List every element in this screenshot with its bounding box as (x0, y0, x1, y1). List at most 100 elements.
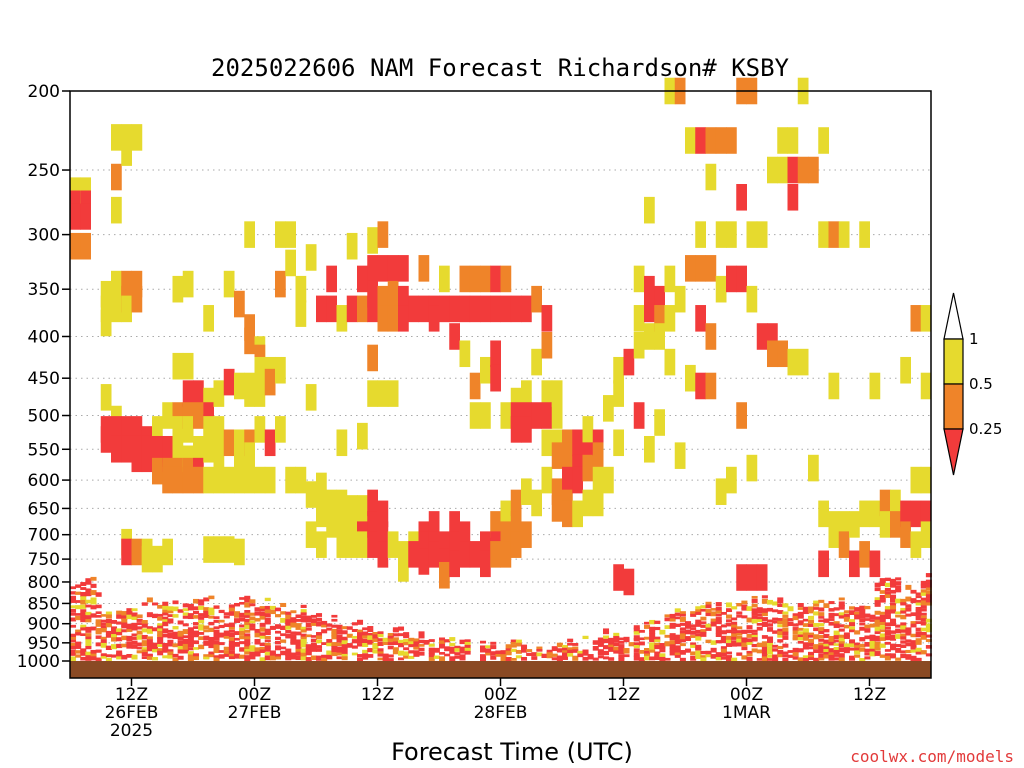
boundary-layer-cell (925, 639, 932, 642)
boundary-layer-cell (649, 633, 656, 637)
heatmap-cell (562, 442, 573, 469)
heatmap-cell (244, 327, 255, 355)
boundary-layer-cell (367, 632, 374, 638)
heatmap-cell (541, 429, 553, 457)
boundary-layer-cell (280, 602, 287, 608)
boundary-layer-cell (823, 652, 830, 656)
boundary-layer-cell (828, 648, 835, 653)
boundary-layer-cell (797, 607, 804, 610)
boundary-layer-cell (751, 619, 758, 624)
boundary-layer-cell (726, 651, 733, 655)
boundary-layer-cell (244, 595, 251, 601)
boundary-layer-cell (285, 651, 292, 657)
boundary-layer-cell (920, 627, 927, 632)
heatmap-cell (572, 466, 583, 494)
boundary-layer-cell (228, 632, 235, 638)
boundary-layer-cell (239, 641, 246, 645)
boundary-layer-cell (731, 657, 738, 663)
boundary-layer-cell (808, 606, 815, 610)
boundary-layer-cell (910, 649, 917, 653)
heatmap-cell (213, 448, 225, 476)
boundary-layer-cell (741, 607, 748, 611)
boundary-layer-cell (833, 657, 840, 661)
boundary-layer-cell (121, 624, 128, 629)
boundary-layer-cell (695, 611, 702, 615)
boundary-layer-cell (305, 615, 312, 620)
boundary-layer-cell (859, 605, 866, 611)
boundary-layer-cell (838, 601, 845, 607)
boundary-layer-cell (275, 636, 282, 640)
boundary-layer-cell (864, 652, 871, 656)
heatmap-cell (633, 402, 645, 429)
credit-text: coolwx.com/models (850, 747, 1014, 766)
boundary-layer-cell (633, 638, 640, 642)
boundary-layer-cell (613, 642, 620, 647)
boundary-layer-cell (736, 614, 743, 618)
heatmap-cell (910, 466, 922, 494)
boundary-layer-cell (736, 630, 743, 635)
boundary-layer-cell (100, 622, 107, 626)
heatmap-cell (162, 538, 173, 566)
heatmap-cell (234, 372, 245, 400)
boundary-layer-cell (403, 635, 410, 639)
heatmap-cell (326, 511, 337, 538)
boundary-layer-cell (157, 640, 164, 645)
heatmap-cell (377, 380, 389, 407)
boundary-layer-cell (726, 619, 733, 623)
boundary-layer-cell (111, 630, 118, 635)
boundary-layer-cell (259, 642, 266, 647)
boundary-layer-cell (70, 608, 77, 613)
boundary-layer-cell (787, 606, 794, 612)
boundary-layer-cell (116, 643, 123, 649)
boundary-layer-cell (136, 646, 143, 650)
x-tick-label: 12Z (115, 685, 148, 705)
boundary-layer-cell (316, 658, 323, 661)
boundary-layer-cell (377, 648, 384, 653)
boundary-layer-cell (603, 635, 610, 639)
boundary-layer-cell (90, 590, 97, 596)
boundary-layer-cell (75, 605, 82, 610)
x-tick-label: 2025 (110, 721, 153, 741)
boundary-layer-cells (70, 573, 932, 663)
boundary-layer-cell (116, 637, 123, 642)
boundary-layer-cell (695, 629, 702, 634)
x-tick-label: 12Z (361, 685, 394, 705)
heatmap-cell (920, 372, 932, 400)
heatmap-cell (582, 454, 594, 482)
heatmap-cell (859, 500, 870, 528)
boundary-layer-cell (905, 584, 912, 590)
heatmap-cell (469, 265, 481, 293)
heatmap-cell (654, 285, 665, 313)
boundary-layer-cell (285, 622, 292, 627)
boundary-layer-cell (879, 621, 886, 626)
heatmap-cell (193, 402, 204, 429)
boundary-layer-cell (203, 614, 210, 618)
boundary-layer-cell (787, 621, 794, 627)
boundary-layer-cell (95, 621, 102, 627)
heatmap-cell (387, 255, 399, 282)
heatmap-cell (141, 545, 153, 573)
boundary-layer-cell (823, 603, 830, 608)
boundary-layer-cell (731, 627, 738, 632)
heatmap-cell (100, 309, 112, 337)
boundary-layer-cell (326, 650, 333, 656)
boundary-layer-cell (603, 645, 610, 650)
boundary-layer-cell (80, 592, 87, 597)
boundary-layer-cell (556, 655, 563, 659)
heatmap-cell (510, 387, 522, 415)
heatmap-cell (80, 232, 91, 260)
boundary-layer-cell (720, 652, 727, 657)
boundary-layer-cell (300, 619, 307, 623)
heatmap-cell (439, 265, 450, 293)
boundary-layer-cell (264, 642, 271, 648)
boundary-layer-cell (244, 655, 251, 659)
boundary-layer-cell (152, 657, 159, 661)
boundary-layer-cell (905, 654, 912, 659)
boundary-layer-cell (700, 608, 707, 612)
boundary-layer-cell (761, 612, 768, 617)
boundary-layer-cell (802, 636, 809, 641)
heatmap-cell (623, 348, 635, 376)
boundary-layer-cell (326, 654, 333, 660)
boundary-layer-cell (567, 649, 574, 654)
boundary-layer-cell (234, 613, 241, 618)
